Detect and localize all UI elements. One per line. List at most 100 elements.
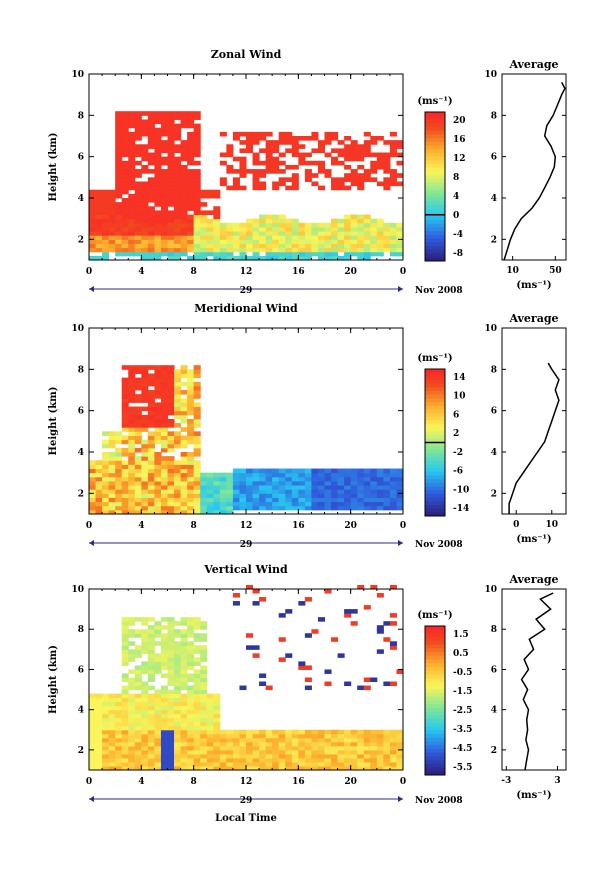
heatmap-cell xyxy=(206,741,214,747)
colorbar-tick-label: 20 xyxy=(453,116,466,126)
heatmap-cell xyxy=(331,177,339,182)
heatmap-cell xyxy=(89,693,97,699)
heatmap-cell xyxy=(95,239,103,244)
heatmap-cell xyxy=(180,765,188,771)
heatmap-cell xyxy=(219,505,227,511)
heatmap-cell xyxy=(278,468,286,474)
heatmap-cell xyxy=(304,136,312,141)
heatmap-cell xyxy=(174,148,182,154)
heatmap-cell xyxy=(344,493,352,498)
heatmap-cell xyxy=(252,729,260,735)
heatmap-cell xyxy=(396,480,404,486)
heatmap-cell xyxy=(357,505,365,511)
heatmap-cell xyxy=(89,485,97,490)
heatmap-cell xyxy=(134,181,142,187)
heatmap-cell xyxy=(102,485,110,490)
heatmap-cell xyxy=(396,181,404,187)
heatmap-cell xyxy=(128,485,136,490)
heatmap-cell xyxy=(147,169,155,174)
heatmap-cell xyxy=(344,226,352,232)
heatmap-cell xyxy=(180,243,188,249)
heatmap-cell xyxy=(147,418,155,424)
heatmap-cell xyxy=(226,729,234,735)
colorbar-tick-label: -3.5 xyxy=(453,725,472,735)
heatmap-cell xyxy=(259,231,267,236)
heatmap-cell xyxy=(259,476,267,482)
heatmap-cell xyxy=(193,749,201,755)
heatmap-cell xyxy=(160,633,168,638)
heatmap-cell xyxy=(396,757,404,763)
heatmap-cell xyxy=(147,247,155,253)
heatmap-cell xyxy=(180,206,188,211)
heatmap-cell xyxy=(134,673,142,678)
heatmap-cell xyxy=(337,152,345,158)
heatmap-cell xyxy=(154,418,162,424)
heatmap-cell xyxy=(102,725,110,731)
heatmap-cell xyxy=(108,501,116,507)
heatmap-cell xyxy=(246,226,254,232)
heatmap-cell xyxy=(239,255,247,261)
heatmap-cell xyxy=(363,761,371,767)
heatmap-cell xyxy=(160,745,168,751)
heatmap-cell xyxy=(357,584,365,590)
colorbar-swatch xyxy=(425,504,445,510)
heatmap-cell xyxy=(317,757,325,763)
heatmap-cell xyxy=(180,472,188,478)
heatmap-cell xyxy=(180,657,188,662)
heatmap-cell xyxy=(252,749,260,755)
heatmap-cell xyxy=(252,218,260,224)
heatmap-cell xyxy=(187,385,195,391)
heatmap-cell xyxy=(363,251,371,257)
heatmap-cell xyxy=(219,222,227,228)
heatmap-cell xyxy=(121,757,129,763)
heatmap-cell xyxy=(141,637,149,642)
heatmap-cell xyxy=(108,765,116,771)
average-y-tick-label: 6 xyxy=(491,407,497,417)
heatmap-cell xyxy=(324,468,332,474)
heatmap-cell xyxy=(128,423,136,428)
x-tick-label: 0 xyxy=(86,521,92,531)
heatmap-cell xyxy=(134,144,142,149)
heatmap-cell xyxy=(128,509,136,515)
heatmap-cell xyxy=(174,181,182,187)
heatmap-cell xyxy=(160,202,168,207)
heatmap-cell xyxy=(252,761,260,767)
heatmap-cell xyxy=(252,177,260,182)
heatmap-cell xyxy=(141,231,149,236)
colorbar-swatch xyxy=(425,115,445,120)
heatmap-cell xyxy=(246,243,254,249)
heatmap-cell xyxy=(174,193,182,199)
heatmap-cell xyxy=(344,136,352,141)
heatmap-cell xyxy=(187,156,195,162)
heatmap-cell xyxy=(141,202,149,207)
heatmap-cell xyxy=(259,169,267,174)
heatmap-cell xyxy=(134,468,142,474)
heatmap-cell xyxy=(167,410,175,416)
heatmap-cell xyxy=(121,452,129,457)
heatmap-cell xyxy=(160,509,168,515)
heatmap-cell xyxy=(193,231,201,236)
heatmap-cell xyxy=(239,185,247,191)
colorbar-swatch xyxy=(425,164,445,169)
heatmap-cell xyxy=(232,745,240,751)
heatmap-cell xyxy=(219,501,227,507)
heatmap-cell xyxy=(180,673,188,678)
heatmap-cell xyxy=(239,749,247,755)
heatmap-cell xyxy=(278,152,286,158)
colorbar-swatch xyxy=(425,648,445,653)
heatmap-cell xyxy=(370,737,378,743)
heatmap-cell xyxy=(134,489,142,494)
heatmap-cell xyxy=(285,753,293,759)
heatmap-cell xyxy=(160,649,168,654)
colorbar-swatch xyxy=(425,160,445,165)
heatmap-cell xyxy=(147,160,155,166)
heatmap-cell xyxy=(147,485,155,490)
heatmap-cell xyxy=(174,472,182,478)
heatmap-cell xyxy=(187,402,195,408)
heatmap-cell xyxy=(232,185,240,191)
heatmap-cell xyxy=(160,733,168,739)
heatmap-cell xyxy=(344,501,352,507)
heatmap-cell xyxy=(180,390,188,395)
heatmap-cell xyxy=(226,493,234,498)
heatmap-cell xyxy=(200,721,208,727)
